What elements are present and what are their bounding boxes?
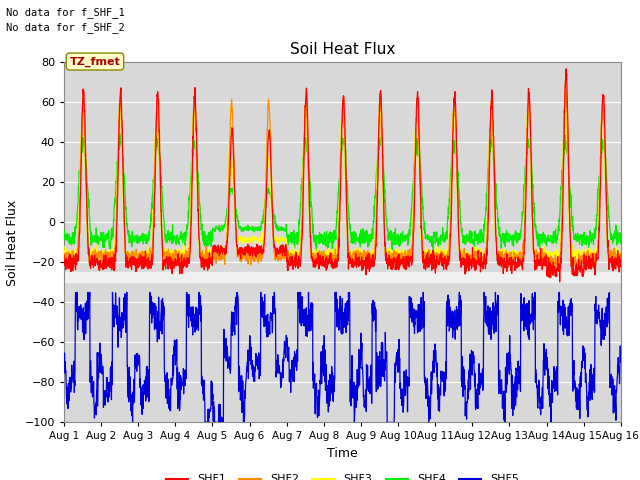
Title: Soil Heat Flux: Soil Heat Flux (290, 42, 395, 57)
Legend: SHF1, SHF2, SHF3, SHF4, SHF5: SHF1, SHF2, SHF3, SHF4, SHF5 (161, 470, 524, 480)
Bar (64, 272, 621, 282)
Y-axis label: Soil Heat Flux: Soil Heat Flux (6, 199, 19, 286)
Text: No data for f_SHF_1: No data for f_SHF_1 (6, 7, 125, 18)
X-axis label: Time: Time (327, 447, 358, 460)
Text: No data for f_SHF_2: No data for f_SHF_2 (6, 22, 125, 33)
Text: TZ_fmet: TZ_fmet (70, 56, 120, 67)
